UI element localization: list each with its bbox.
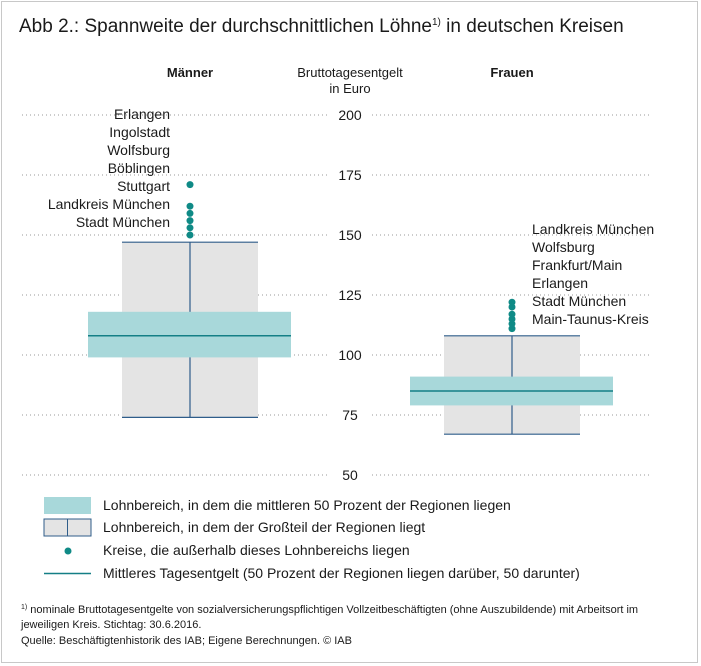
outlier-label: Frankfurt/Main <box>532 257 622 273</box>
y-tick-label: 150 <box>338 227 362 243</box>
outlier-label: Main-Taunus-Kreis <box>532 311 649 327</box>
source-line: Quelle: Beschäftigtenhistorik des IAB; E… <box>21 635 352 647</box>
legend-label-range: Lohnbereich, in dem der Großteil der Reg… <box>103 519 426 535</box>
y-axis-title: Bruttotagesentgelt <box>297 65 403 80</box>
outlier-dot <box>508 320 516 328</box>
legend-label-median: Mittleres Tagesentgelt (50 Prozent der R… <box>103 565 580 581</box>
legend-label-box: Lohnbereich, in dem die mittleren 50 Pro… <box>103 497 511 513</box>
outlier-dot <box>508 315 516 323</box>
y-axis-title: in Euro <box>329 81 370 96</box>
outlier-dot <box>508 325 516 333</box>
outlier-dot <box>186 202 194 210</box>
outlier-label: Landkreis München <box>532 221 654 237</box>
outlier-dot <box>508 303 516 311</box>
outlier-dot <box>508 298 516 306</box>
outlier-label: Ingolstadt <box>109 124 170 140</box>
y-tick-label: 125 <box>338 287 362 303</box>
outlier-dot <box>186 181 194 189</box>
outlier-label: Erlangen <box>114 106 170 122</box>
outlier-dot <box>508 310 516 318</box>
outlier-label: Stuttgart <box>117 178 170 194</box>
footnote-line-2: jeweiligen Kreis. Stichtag: 30.6.2016. <box>21 619 202 631</box>
outlier-dot <box>186 224 194 232</box>
y-tick-label: 200 <box>338 107 362 123</box>
outlier-dot <box>186 231 194 239</box>
outlier-dot <box>186 217 194 225</box>
outlier-label: Stadt München <box>532 293 626 309</box>
outlier-label: Wolfsburg <box>532 239 595 255</box>
series-header: Frauen <box>490 65 533 80</box>
legend-label-outliers: Kreise, die außerhalb dieses Lohnbereich… <box>103 542 410 558</box>
outlier-label: Böblingen <box>108 160 170 176</box>
chart-title: Abb 2.: Spannweite der durchschnittliche… <box>19 16 624 37</box>
y-tick-label: 50 <box>342 467 358 483</box>
outlier-label: Landkreis München <box>48 196 170 212</box>
outlier-label: Wolfsburg <box>107 142 170 158</box>
footnote-line-1: 1) nominale Bruttotagesentgelte von sozi… <box>21 604 639 616</box>
y-tick-label: 75 <box>342 407 358 423</box>
outlier-label: Erlangen <box>532 275 588 291</box>
outlier-label: Stadt München <box>76 214 170 230</box>
y-tick-label: 100 <box>338 347 362 363</box>
outlier-dot <box>186 209 194 217</box>
y-tick-label: 175 <box>338 167 362 183</box>
series-header: Männer <box>167 65 213 80</box>
iqr-box <box>88 311 291 358</box>
